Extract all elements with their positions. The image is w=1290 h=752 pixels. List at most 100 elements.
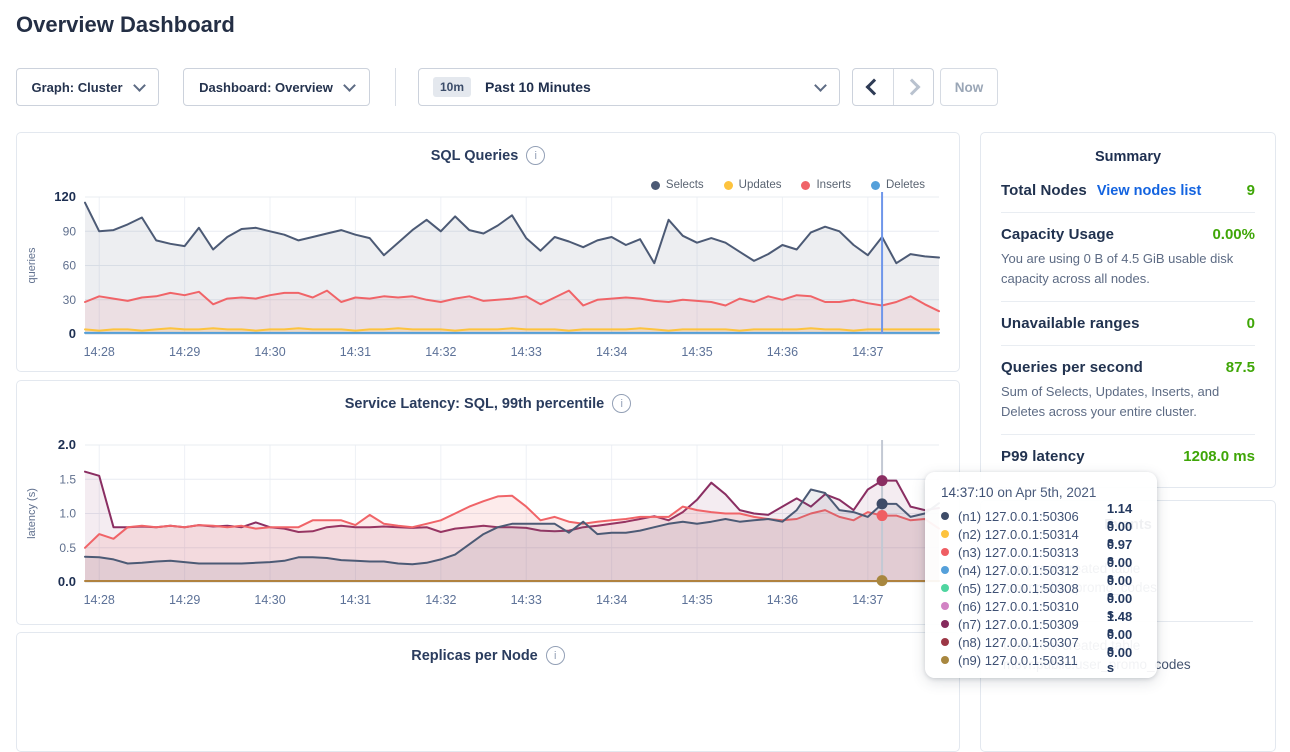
service-latency-chart-card: Service Latency: SQL, 99th percentile i … [16,380,960,625]
tooltip-row: (n9) 127.0.0.1:503110.00 s [941,651,1141,669]
svg-text:0: 0 [69,326,76,341]
time-range-badge: 10m [433,77,471,97]
svg-text:1.0: 1.0 [59,507,76,521]
service-latency-chart-title: Service Latency: SQL, 99th percentile [345,396,605,412]
svg-text:1.5: 1.5 [59,472,76,486]
node-color-dot-icon [941,548,949,556]
svg-text:14:37: 14:37 [852,593,883,607]
svg-text:14:30: 14:30 [254,593,285,607]
svg-text:14:32: 14:32 [425,593,456,607]
view-nodes-list-link[interactable]: View nodes list [1097,183,1202,199]
svg-text:14:36: 14:36 [767,593,798,607]
service-latency-chart[interactable]: 0.00.51.01.52.014:2814:2914:3014:3114:32… [21,437,957,615]
node-color-dot-icon [941,602,949,610]
controls-divider [395,68,396,106]
svg-text:14:34: 14:34 [596,345,627,359]
time-step-group [852,68,934,106]
time-range-label: Past 10 Minutes [485,79,591,95]
time-prev-button[interactable] [853,69,893,105]
chevron-right-icon [903,79,920,96]
svg-text:14:30: 14:30 [254,345,285,359]
tooltip-node-label: (n3) 127.0.0.1:50313 [958,545,1107,560]
svg-text:14:37: 14:37 [852,345,883,359]
info-icon[interactable]: i [546,646,565,665]
svg-text:latency (s): latency (s) [26,488,38,539]
dashboard-label: Dashboard: Overview [199,80,333,95]
chevron-down-icon [814,79,827,92]
svg-text:14:35: 14:35 [681,593,712,607]
sql-queries-chart-title: SQL Queries [431,148,519,164]
summary-row: Capacity Usage0.00%You are using 0 B of … [1001,213,1255,302]
svg-text:14:33: 14:33 [511,345,542,359]
tooltip-node-label: (n2) 127.0.0.1:50314 [958,527,1107,542]
summary-row-label: Total Nodes [1001,182,1087,199]
svg-text:14:35: 14:35 [681,345,712,359]
tooltip-node-label: (n4) 127.0.0.1:50312 [958,563,1107,578]
summary-row-label: Queries per second [1001,359,1143,376]
node-color-dot-icon [941,638,949,646]
tooltip-node-label: (n1) 127.0.0.1:50306 [958,509,1107,524]
sql-queries-chart[interactable]: 030609012014:2814:2914:3014:3114:3214:33… [21,189,957,367]
tooltip-node-value: 0.00 s [1107,645,1141,675]
graph-scope-dropdown[interactable]: Graph: Cluster [16,68,159,106]
replicas-per-node-chart-title: Replicas per Node [411,648,538,664]
summary-panel: Summary Total Nodes View nodes list 9 Capac… [980,132,1276,488]
svg-text:14:36: 14:36 [767,345,798,359]
sql-queries-chart-card: SQL Queries i SelectsUpdatesInsertsDelet… [16,132,960,372]
svg-text:14:31: 14:31 [340,345,371,359]
summary-row: Queries per second 87.5 Sum of Selects, Up… [1001,346,1255,435]
svg-text:30: 30 [63,293,77,307]
summary-row-value: 87.5 [1226,359,1255,376]
tooltip-node-label: (n6) 127.0.0.1:50310 [958,599,1107,614]
summary-row: Unavailable ranges 0 [1001,302,1255,346]
chevron-down-icon [343,79,356,92]
tooltip-timestamp: 14:37:10 on Apr 5th, 2021 [941,485,1141,500]
summary-rows: Total Nodes View nodes list 9 Capacity Usag… [981,169,1275,478]
svg-text:60: 60 [63,259,77,273]
chevron-left-icon [866,79,883,96]
svg-text:14:29: 14:29 [169,593,200,607]
svg-text:14:28: 14:28 [84,593,115,607]
summary-row-description: Sum of Selects, Updates, Inserts, and De… [1001,382,1255,421]
svg-text:0.0: 0.0 [58,574,76,589]
node-color-dot-icon [941,620,949,628]
summary-row-value: 0 [1247,315,1255,332]
svg-text:0.5: 0.5 [59,541,76,555]
summary-row: Total Nodes View nodes list 9 [1001,169,1255,213]
node-color-dot-icon [941,584,949,592]
time-next-button[interactable] [893,69,934,105]
info-icon[interactable]: i [526,146,545,165]
tooltip-node-label: (n5) 127.0.0.1:50308 [958,581,1107,596]
summary-row-description: You are using 0 B of 4.5 GiB usable disk… [1001,249,1255,288]
graph-scope-label: Graph: Cluster [31,80,122,95]
svg-text:14:33: 14:33 [511,593,542,607]
now-label: Now [955,80,984,95]
node-color-dot-icon [941,530,949,538]
summary-title: Summary [981,133,1275,169]
summary-row-label: P99 latency [1001,448,1085,465]
svg-text:14:34: 14:34 [596,593,627,607]
node-color-dot-icon [941,566,949,574]
node-color-dot-icon [941,512,949,520]
node-color-dot-icon [941,656,949,664]
svg-text:14:29: 14:29 [169,345,200,359]
tooltip-node-label: (n8) 127.0.0.1:50307 [958,635,1107,650]
summary-row-value: 9 [1247,182,1255,199]
chevron-down-icon [133,79,146,92]
tooltip-rows: (n1) 127.0.0.1:503061.14 s(n2) 127.0.0.1… [941,507,1141,669]
svg-text:queries: queries [26,247,38,284]
summary-row-label: Unavailable ranges [1001,315,1140,332]
summary-row-value: 1208.0 ms [1183,448,1255,465]
svg-text:90: 90 [63,224,77,238]
now-button[interactable]: Now [940,68,998,106]
dashboard-dropdown[interactable]: Dashboard: Overview [183,68,370,106]
summary-row-value: 0.00% [1212,226,1255,243]
svg-text:2.0: 2.0 [58,437,76,452]
info-icon[interactable]: i [612,394,631,413]
page-title: Overview Dashboard [16,12,235,38]
svg-text:14:28: 14:28 [84,345,115,359]
tooltip-node-label: (n7) 127.0.0.1:50309 [958,617,1107,632]
chart-hover-tooltip: 14:37:10 on Apr 5th, 2021 (n1) 127.0.0.1… [925,472,1157,678]
time-range-dropdown[interactable]: 10m Past 10 Minutes [418,68,840,106]
svg-text:120: 120 [54,189,76,204]
